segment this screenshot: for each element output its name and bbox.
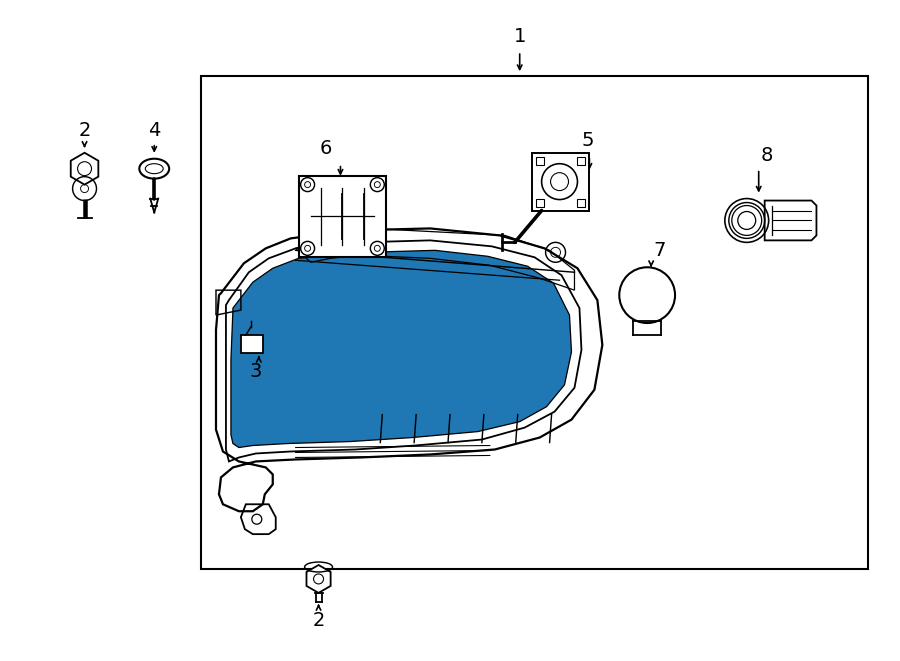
Bar xyxy=(536,198,544,206)
Bar xyxy=(578,157,585,165)
Bar xyxy=(578,198,585,206)
Polygon shape xyxy=(231,251,572,447)
Text: 8: 8 xyxy=(760,146,773,165)
Bar xyxy=(241,335,263,353)
Bar xyxy=(201,76,868,569)
Text: 4: 4 xyxy=(148,122,160,140)
Bar xyxy=(532,153,590,210)
Text: 5: 5 xyxy=(581,132,594,150)
Text: 6: 6 xyxy=(320,139,332,158)
Text: 3: 3 xyxy=(249,362,262,381)
Text: 1: 1 xyxy=(514,26,526,46)
Bar xyxy=(536,157,544,165)
Text: 2: 2 xyxy=(312,611,325,631)
Bar xyxy=(299,176,386,257)
Text: 2: 2 xyxy=(78,122,91,140)
Text: 7: 7 xyxy=(652,241,665,260)
